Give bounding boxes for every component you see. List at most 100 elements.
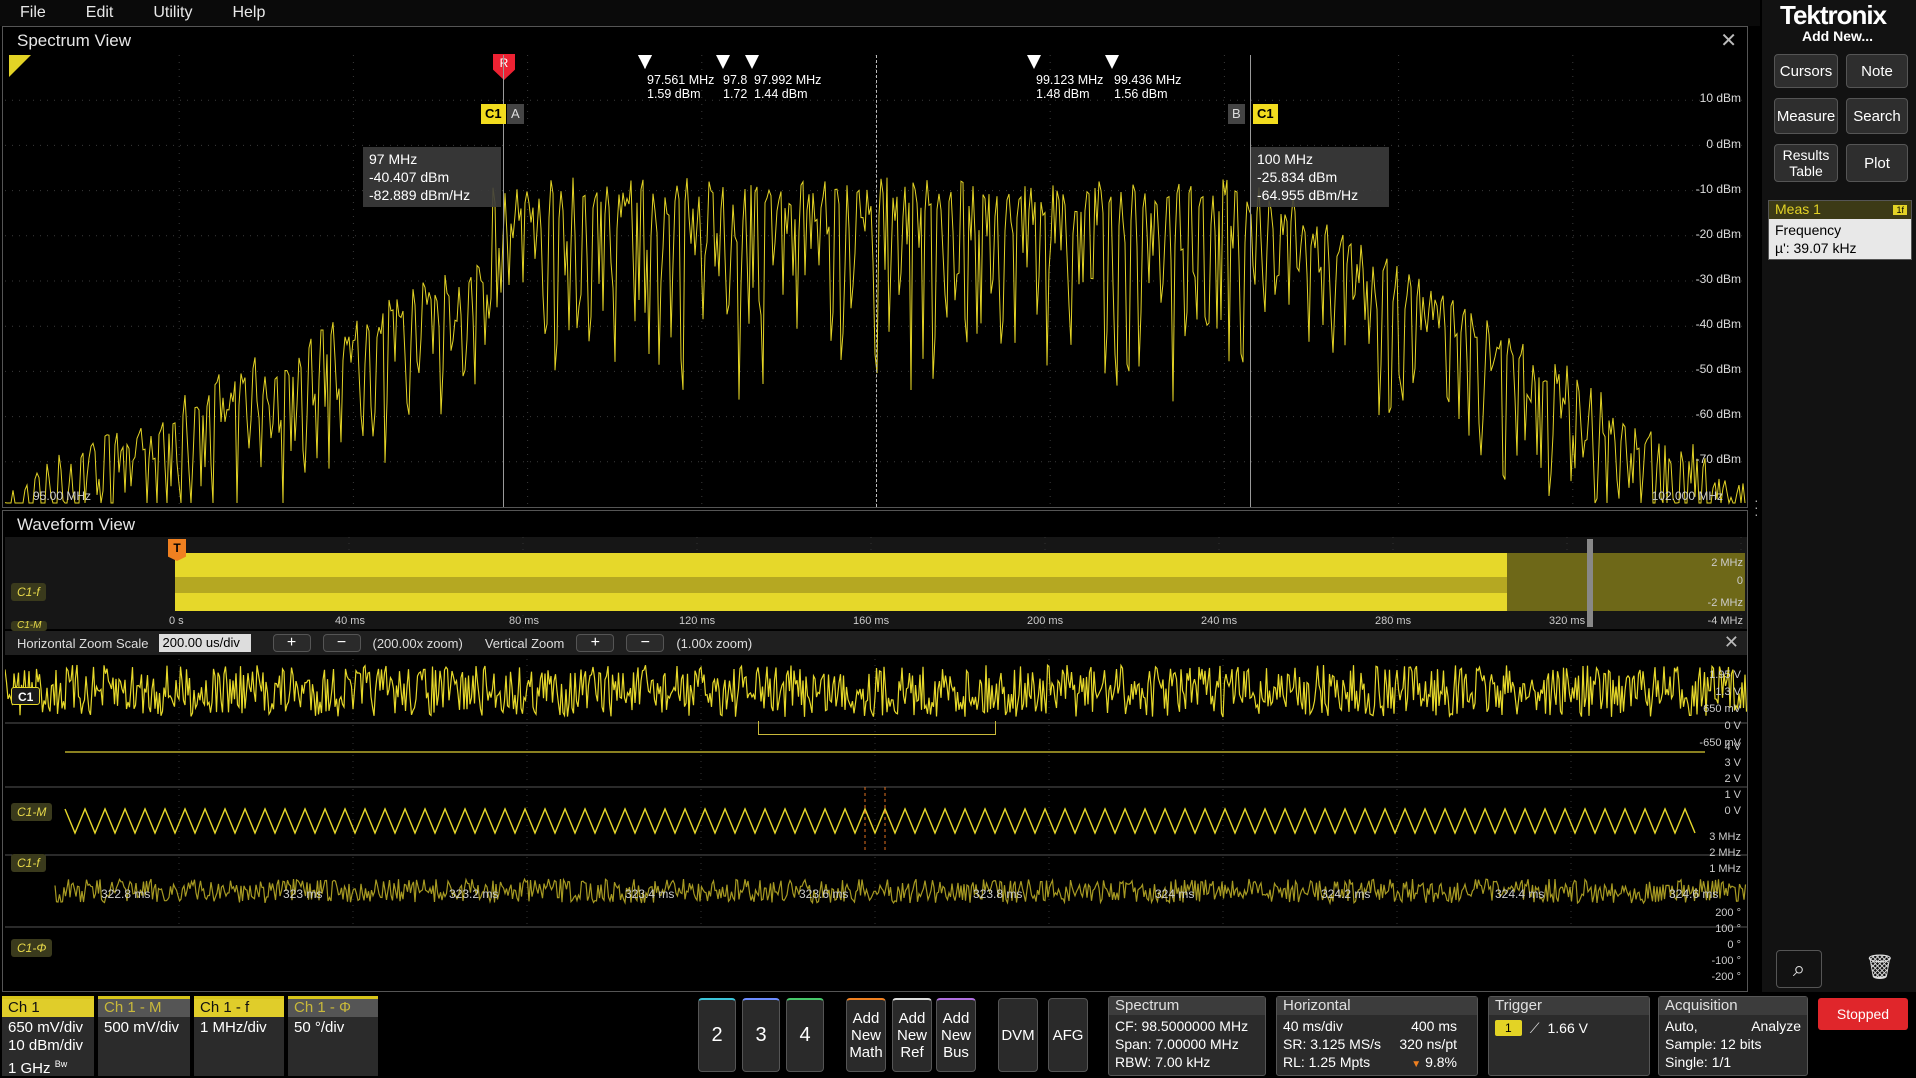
lane4-right-1: 100 ° (1715, 923, 1741, 935)
menu-help[interactable]: Help (232, 4, 266, 21)
channel-1-m-header: Ch 1 - M (98, 999, 190, 1017)
overview-tick-6: 240 ms (1201, 615, 1238, 627)
overview-right-1: 0 (1736, 575, 1743, 587)
menu-utility[interactable]: Utility (153, 4, 193, 21)
bandwidth-limit-icon: Bw (54, 1059, 68, 1069)
vertical-zoom-out-button[interactable]: − (626, 634, 665, 652)
acquisition-mode: Auto, (1665, 1018, 1698, 1034)
cursor-b-amp: -25.834 dBm (1257, 169, 1338, 185)
peak-marker-5-freq: 99.436 MHz (1114, 73, 1182, 87)
horizontal-settings-badge[interactable]: Horizontal 40 ms/div 400 ms SR: 3.125 MS/… (1276, 996, 1478, 1076)
acquisition-settings-badge[interactable]: Acquisition Auto, Analyze Sample: 12 bits… (1658, 996, 1808, 1076)
acquisition-row-1: Auto, Analyze (1665, 1017, 1801, 1035)
overview-label-c1-m[interactable]: C1-M (11, 621, 48, 631)
time-tick-1: 323 ms (283, 887, 323, 901)
trash-icon[interactable]: 🗑 (1864, 954, 1896, 981)
horizontal-settings-header: Horizontal (1277, 997, 1477, 1015)
lane1-right-1: 1.3 V (1715, 686, 1741, 698)
lane-label-c1-f[interactable]: C1-f (11, 854, 46, 872)
run-stop-status-button[interactable]: Stopped (1818, 998, 1908, 1030)
cursor-a-freq: 97 MHz (369, 151, 418, 167)
spectrum-settings-badge[interactable]: Spectrum CF: 98.5000000 MHz Span: 7.0000… (1108, 996, 1266, 1076)
channel-2-button[interactable]: 2 (698, 998, 736, 1072)
vertical-zoom-label: Vertical Zoom (484, 635, 565, 651)
peak-marker-2: 97.8 1.72 (723, 73, 747, 101)
horizontal-zoom-out-button[interactable]: − (322, 634, 361, 652)
cursor-a-readout: 97 MHz -40.407 dBm -82.889 dBm/Hz (363, 147, 501, 207)
channel-1-m-badge[interactable]: Ch 1 - M 500 mV/div (98, 996, 190, 1076)
time-tick-7: 324.2 ms (1321, 887, 1371, 901)
lane-label-c1[interactable]: C1 (11, 687, 41, 705)
zoom-waveform-plot[interactable] (5, 657, 1747, 993)
zoom-tool-icon[interactable]: ⌕ (1776, 950, 1822, 988)
channel-1-phase-badge[interactable]: Ch 1 - Φ 50 °/div (288, 996, 378, 1076)
channel-1-f-badge[interactable]: Ch 1 - f 1 MHz/div (194, 996, 284, 1076)
channel-1-header: Ch 1 (2, 999, 94, 1017)
overview-tick-1: 40 ms (335, 615, 365, 627)
cursor-a-badge[interactable]: A (507, 104, 524, 124)
plot-button[interactable]: Plot (1846, 144, 1908, 182)
peak-marker-4: 99.123 MHz 1.48 dBm (1036, 73, 1103, 101)
channel-1-badge[interactable]: Ch 1 650 mV/div 10 dBm/div 1 GHz Bw (2, 996, 94, 1077)
meas-body: Frequency µ': 39.07 kHz (1769, 219, 1911, 259)
lane3-right-1: 2 MHz (1709, 847, 1741, 859)
spectrum-close-icon[interactable]: ✕ (1720, 30, 1737, 52)
channel-1-scale: 650 mV/div (8, 1019, 84, 1036)
cursors-button[interactable]: Cursors (1774, 54, 1838, 88)
peak-marker-3-amp: 1.44 dBm (754, 87, 808, 101)
y-tick-3: -20 dBm (1695, 227, 1741, 241)
vertical-zoom-in-button[interactable]: + (576, 634, 615, 652)
lane3-right-0: 3 MHz (1709, 831, 1741, 843)
lane2-right-3: 1 V (1724, 789, 1741, 801)
cursor-a-channel-badge[interactable]: C1 (481, 104, 506, 124)
measurement-badge[interactable]: Meas 1 1f Frequency µ': 39.07 kHz (1768, 200, 1912, 260)
cursor-b-badge[interactable]: B (1228, 104, 1245, 124)
channel-4-button[interactable]: 4 (786, 998, 824, 1072)
meas-name: Frequency (1775, 222, 1842, 238)
overview-tick-2: 80 ms (509, 615, 539, 627)
peak-marker-4-freq: 99.123 MHz (1036, 73, 1104, 87)
results-table-button[interactable]: Results Table (1774, 144, 1838, 182)
y-tick-4: -30 dBm (1695, 272, 1741, 286)
waveform-overview[interactable]: C1-f C1-M T 0 s 40 ms 80 ms 120 ms 160 m… (5, 537, 1747, 631)
search-button[interactable]: Search (1846, 98, 1908, 134)
lane1-right-0: 1.95 V (1709, 669, 1741, 681)
acquisition-sample: Sample: 12 bits (1665, 1036, 1762, 1052)
note-button[interactable]: Note (1846, 54, 1908, 88)
afg-button[interactable]: AFG (1048, 998, 1088, 1072)
spectrum-plot[interactable] (5, 55, 1747, 507)
menu-edit[interactable]: Edit (85, 4, 114, 21)
horizontal-row-3: RL: 1.25 Mpts ▼ 9.8% (1283, 1053, 1471, 1074)
dvm-button[interactable]: DVM (998, 998, 1038, 1072)
lane1-right-4: -650 mV (1699, 737, 1741, 749)
y-tick-0: 10 dBm (1699, 91, 1741, 105)
add-new-ref-button[interactable]: Add New Ref (892, 998, 932, 1072)
acquisition-analyze: Analyze (1751, 1018, 1801, 1034)
horizontal-zoom-input[interactable]: 200.00 us/div (158, 634, 251, 652)
peak-marker-2-freq: 97.8 (723, 73, 748, 87)
spectrum-rbw: RBW: 7.00 kHz (1115, 1054, 1211, 1070)
zoom-window-handle[interactable] (1587, 539, 1593, 627)
add-new-math-button[interactable]: Add New Math (846, 998, 886, 1072)
trigger-settings-badge[interactable]: Trigger 1 ⟋ 1.66 V (1488, 996, 1650, 1076)
measure-button[interactable]: Measure (1774, 98, 1838, 134)
zoom-close-icon[interactable]: ✕ (1723, 632, 1739, 652)
overview-label-c1-f[interactable]: C1-f (11, 583, 46, 601)
acquisition-settings-header: Acquisition (1659, 997, 1807, 1015)
horizontal-zoom-in-button[interactable]: + (272, 634, 311, 652)
lane-label-c1-m[interactable]: C1-M (11, 803, 53, 821)
trigger-marker-icon[interactable]: T (168, 539, 186, 561)
spectrum-view: Spectrum View ✕ 10 dBm 0 dBm -10 dBm -20… (2, 26, 1748, 508)
menu-file[interactable]: File (20, 4, 46, 21)
time-tick-8: 324.4 ms (1495, 887, 1545, 901)
cursor-b-line[interactable] (1250, 55, 1251, 507)
vertical-zoom-factor: (1.00x zoom) (676, 635, 753, 651)
add-new-bus-button[interactable]: Add New Bus (936, 998, 976, 1072)
lane-label-c1-phase[interactable]: C1-Φ (11, 939, 53, 957)
cursor-b-channel-badge[interactable]: C1 (1253, 104, 1278, 124)
meas-value: µ': 39.07 kHz (1775, 240, 1857, 256)
cursor-a-line[interactable] (503, 55, 504, 507)
channel-3-button[interactable]: 3 (742, 998, 780, 1072)
zoom-cursor-box[interactable] (758, 721, 996, 735)
panel-resize-handle[interactable]: · · · (1754, 492, 1759, 522)
